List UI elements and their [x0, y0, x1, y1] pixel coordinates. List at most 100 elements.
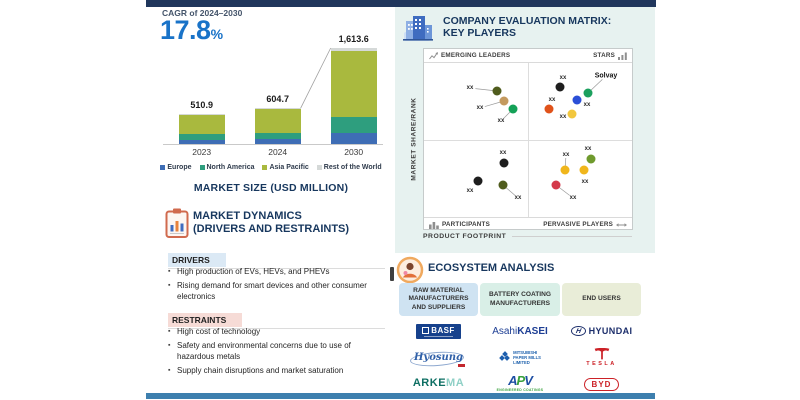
- company-label-solvay: Solvay: [594, 72, 618, 80]
- company-label: xx: [514, 195, 522, 201]
- arrows-horizontal-icon: [616, 222, 627, 227]
- logo-cell: MITSUBISHI PAPER MILLS LIMITED: [480, 344, 560, 370]
- x-tick-label: 2023: [192, 147, 212, 157]
- logo-mitsubishi-paper: MITSUBISHI PAPER MILLS LIMITED: [498, 350, 541, 365]
- matrix-title-line1: COMPANY EVALUATION MATRIX:: [443, 15, 612, 27]
- apv-subtext: ENGINEERED COATINGS: [496, 387, 544, 392]
- tesla-t-icon: [594, 347, 609, 359]
- basf-tagline-line: [423, 335, 454, 337]
- company-point: [560, 165, 570, 175]
- apv-letter: A: [508, 372, 517, 388]
- restraints-label: RESTRAINTS: [168, 313, 243, 327]
- quadrant-label: STARS: [593, 52, 615, 59]
- legend-label: Rest of the World: [323, 164, 382, 171]
- hyundai-text: HYUNDAI: [588, 326, 633, 336]
- bar-segment-europe: [330, 132, 377, 144]
- ecosystem-title: ECOSYSTEM ANALYSIS: [428, 262, 555, 274]
- company-label: xx: [584, 146, 592, 152]
- legend-swatch: [316, 165, 322, 170]
- cagr-value: 17.8%: [160, 15, 223, 45]
- bar-segment-asia-pacific: [254, 109, 301, 133]
- basf-square-icon: [422, 326, 430, 334]
- legend-swatch: [199, 165, 205, 170]
- matrix-title-line2: KEY PLAYERS: [443, 27, 516, 39]
- matrix-bottom-row: PARTICIPANTS PERVASIVE PLAYERS: [424, 217, 632, 231]
- bar-value-label: 604.7: [266, 94, 289, 105]
- legend-item: North America: [199, 164, 255, 171]
- bar-segment-europe: [254, 138, 301, 144]
- cagr-label: CAGR of 2024–2030: [162, 8, 243, 18]
- company-point: [499, 158, 509, 168]
- bullet-item: High production of EVs, HEVs, and PHEVs: [168, 267, 387, 278]
- quadrant-stars: STARS: [593, 52, 627, 60]
- ecosystem-accent-bar: [390, 267, 394, 281]
- company-point: [498, 180, 508, 190]
- matrix-quadrant-chart: EMERGING LEADERS STARS xx xx xx xx Solvay xx x…: [423, 48, 633, 230]
- bar-segment-asia-pacific: [330, 50, 377, 118]
- bar-value-label: 1,613.6: [338, 34, 369, 44]
- apv-letter: P: [516, 372, 526, 388]
- ecosystem-column-1: RAW MATERIAL MANUFACTURERS AND SUPPLIERS…: [399, 283, 478, 396]
- matrix-x-axis-label: PRODUCT FOOTPRINT: [423, 233, 507, 240]
- chart-title: MARKET SIZE (USD MILLION): [193, 182, 349, 194]
- ecosystem-column-header: BATTERY COATING MANUFACTURERS: [480, 283, 560, 316]
- market-dynamics-title-line1: MARKET DYNAMICS: [193, 210, 302, 222]
- ecosystem-column-header: RAW MATERIAL MANUFACTURERS AND SUPPLIERS: [399, 283, 478, 316]
- bars-up-icon: [618, 52, 627, 60]
- company-label: xx: [476, 105, 484, 111]
- arkema-text-light: MA: [446, 377, 465, 389]
- tesla-text: TESLA: [586, 360, 617, 367]
- stacked-bar: [254, 108, 301, 144]
- company-label: xx: [499, 150, 507, 156]
- drivers-label: DRIVERS: [168, 253, 226, 267]
- x-tick-label: 2024: [268, 147, 288, 157]
- kasei-text: KASEI: [517, 325, 548, 337]
- logo-asahi-kasei: AsahiKASEI: [492, 326, 548, 337]
- market-dynamics-title-line2: (DRIVERS AND RESTRAINTS): [193, 223, 350, 235]
- person-icon: [396, 256, 424, 284]
- company-point: [492, 86, 502, 96]
- legend-item: Rest of the World: [316, 164, 382, 171]
- legend-label: Europe: [167, 164, 192, 171]
- company-point: [499, 96, 509, 106]
- mitsubishi-text-line: PAPER MILLS: [513, 354, 541, 360]
- legend-item: Europe: [160, 164, 192, 171]
- mitsubishi-text-line: MITSUBISHI: [513, 349, 538, 355]
- logo-cell: BYD: [562, 370, 641, 396]
- company-label: xx: [559, 75, 567, 81]
- bar-segment-north-america: [254, 132, 301, 139]
- company-label: xx: [497, 118, 505, 124]
- legend-label: Asia Pacific: [269, 164, 309, 171]
- matrix-x-axis-line: [512, 236, 632, 237]
- asahi-text: Asahi: [492, 325, 518, 337]
- company-point: [567, 109, 577, 119]
- bar-segment-rest-of-the-world: [254, 108, 301, 110]
- company-point: [583, 88, 593, 98]
- legend-item: Asia Pacific: [262, 164, 309, 171]
- legend-label: North America: [206, 164, 255, 171]
- logo-cell: AsahiKASEI: [480, 318, 560, 344]
- byd-text: BYD: [583, 378, 620, 391]
- bullet-item: Supply chain disruptions and market satu…: [168, 366, 387, 377]
- quadrant-label: PERVASIVE PLAYERS: [543, 221, 613, 228]
- company-label: xx: [559, 114, 567, 120]
- matrix-title: COMPANY EVALUATION MATRIX: KEY PLAYERS: [443, 15, 611, 39]
- hyosung-red-mark: [458, 363, 466, 367]
- ecosystem-column-3: END USERS H HYUNDAI TESLA BYD: [562, 283, 641, 396]
- mitsubishi-text: MITSUBISHI PAPER MILLS LIMITED: [513, 350, 541, 365]
- restraints-list: High cost of technology Safety and enviro…: [168, 327, 387, 380]
- company-point: [551, 180, 561, 190]
- bar-segment-north-america: [178, 134, 225, 141]
- company-label: xx: [583, 102, 591, 108]
- logo-cell: TESLA: [562, 344, 641, 370]
- clipboard-chart-icon: [165, 208, 189, 238]
- company-point: [586, 154, 596, 164]
- logo-cell: H HYUNDAI: [562, 318, 641, 344]
- logo-byd: BYD: [583, 374, 620, 392]
- bar-segment-north-america: [330, 117, 377, 133]
- arkema-text-dark: ARKE: [412, 377, 447, 389]
- company-label: xx: [581, 179, 589, 185]
- bullet-item: High cost of technology: [168, 327, 387, 338]
- quadrant-emerging-leaders: EMERGING LEADERS: [429, 51, 510, 60]
